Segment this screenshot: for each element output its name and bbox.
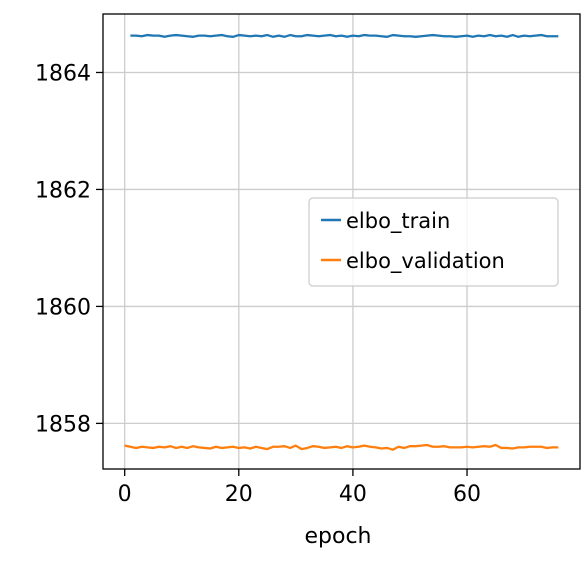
x-axis-title: epoch [305, 524, 372, 549]
y-tick-label: 1858 [35, 412, 91, 437]
plot-frame [102, 13, 581, 470]
series-line-elbo-train [130, 33, 559, 38]
legend-label-elbo-validation: elbo_validation [346, 249, 505, 274]
y-tick-label: 1860 [35, 295, 91, 320]
x-tick-label: 40 [339, 482, 367, 507]
legend: elbo_train elbo_validation [308, 197, 559, 287]
x-tick-label: 0 [118, 482, 132, 507]
legend-box [308, 197, 559, 287]
x-tick-label: 60 [453, 482, 481, 507]
ticks: 0 20 40 60 1858 1860 1862 1864 [35, 61, 481, 507]
y-tick-label: 1864 [35, 61, 91, 86]
y-tick-label: 1862 [35, 178, 91, 203]
series-lines [124, 33, 559, 451]
legend-label-elbo-train: elbo_train [346, 209, 450, 234]
series-line-elbo-validation [124, 443, 559, 451]
x-tick-label: 20 [225, 482, 253, 507]
